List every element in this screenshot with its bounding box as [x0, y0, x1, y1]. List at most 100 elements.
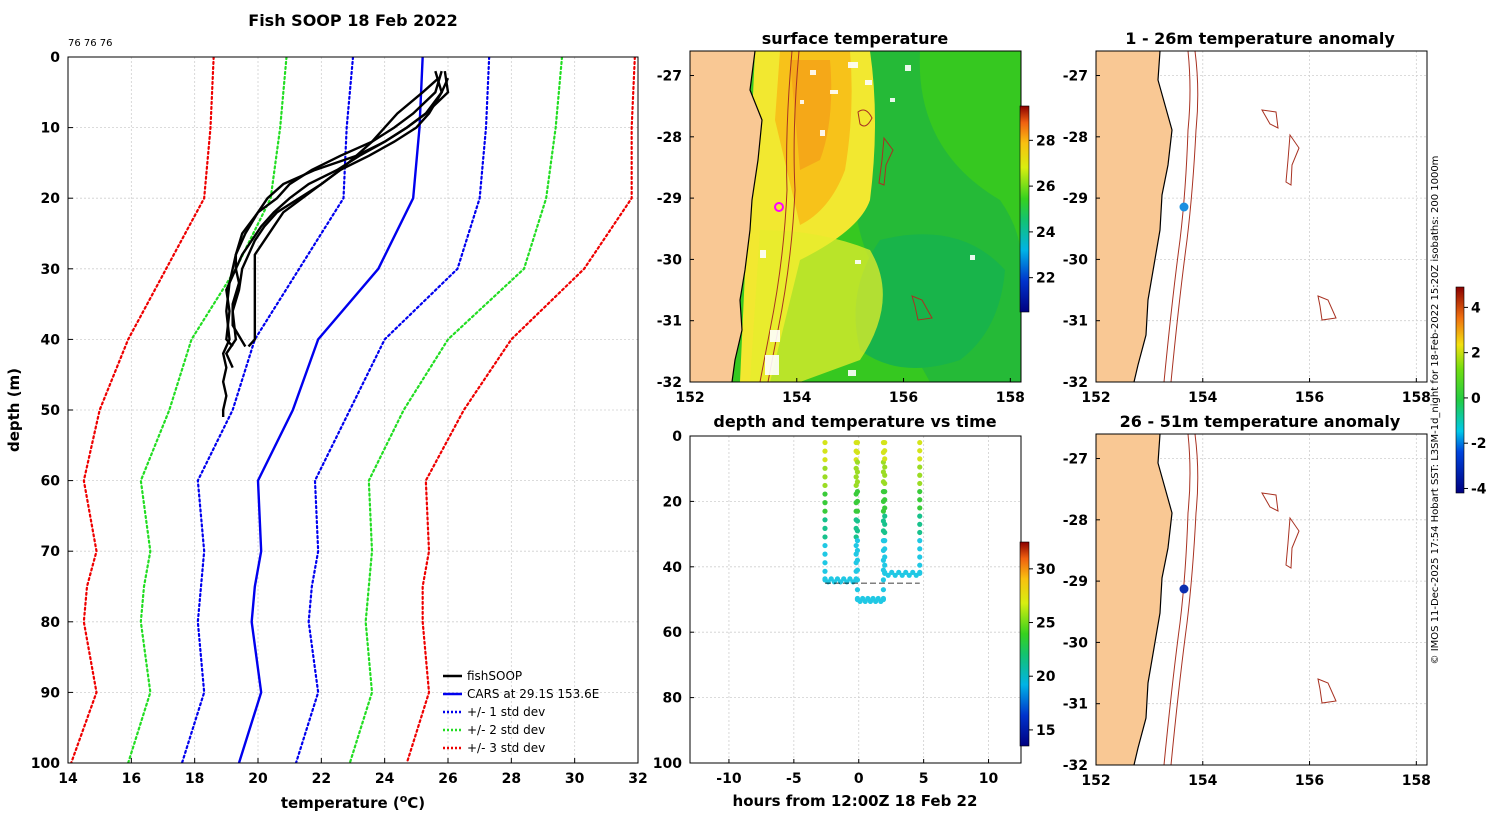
- ts-point: [917, 513, 923, 519]
- std1-high-line: [294, 57, 491, 763]
- map-ytick-label: -28: [1063, 513, 1088, 529]
- ts-point: [917, 488, 923, 495]
- map-ytick-label: -32: [657, 375, 682, 391]
- ts-point: [854, 587, 861, 593]
- ts-point: [892, 572, 898, 578]
- ts-point: [854, 518, 861, 524]
- map-ytick-label: -32: [1063, 375, 1088, 391]
- ts-point: [822, 500, 828, 506]
- map-xtick-label: 152: [675, 390, 704, 406]
- ts-point: [882, 529, 888, 536]
- ts-point: [889, 569, 895, 575]
- profile-xtick-label: 28: [502, 771, 521, 787]
- ts-point: [917, 569, 923, 575]
- map-xtick-label: 152: [1081, 390, 1110, 406]
- ts-point: [917, 464, 923, 470]
- fishsoop-cast-line: [247, 70, 443, 348]
- map-xtick-label: 158: [1402, 390, 1431, 406]
- anomaly2-map-image: [1096, 434, 1337, 765]
- timeseries-points: [822, 439, 923, 605]
- ts-point: [854, 459, 861, 465]
- map-ytick-label: -30: [1063, 252, 1089, 268]
- ts-xtick-label: -5: [786, 771, 802, 787]
- colorbar-tick-label: 4: [1471, 300, 1481, 316]
- legend-cars: CARS at 29.1S 153.6E: [467, 687, 599, 701]
- profile-ytick-label: 70: [41, 544, 61, 560]
- ts-point: [822, 551, 828, 557]
- ts-point: [822, 534, 828, 540]
- ts-point: [822, 508, 828, 514]
- ts-point: [822, 465, 828, 471]
- std3-low-line: [70, 57, 215, 763]
- anomaly1-station-marker: [1179, 202, 1189, 212]
- ts-ytick-label: 20: [663, 494, 683, 510]
- profile-ytick-label: 40: [41, 332, 61, 348]
- ts-point: [913, 572, 919, 578]
- colorbar-tick-label: 20: [1036, 669, 1056, 685]
- ts-point: [822, 568, 828, 574]
- ts-point: [822, 525, 828, 531]
- map-ytick-label: -28: [1063, 130, 1088, 146]
- anomaly2-station-marker: [1179, 584, 1189, 594]
- anomaly1-map-image: [1096, 51, 1337, 382]
- ts-point: [854, 567, 861, 573]
- profile-panel: Fish SOOP 18 Feb 2022 76 76 76 14 16 18 20 2…: [5, 11, 648, 812]
- ts-point: [917, 521, 923, 527]
- cars-line: [237, 57, 424, 763]
- ts-point: [882, 456, 888, 462]
- ts-point: [882, 505, 888, 511]
- map-ytick-label: -27: [657, 69, 682, 85]
- ts-point: [882, 497, 888, 503]
- ts-point: [917, 497, 923, 503]
- ts-point: [917, 562, 923, 568]
- ts-point: [917, 439, 923, 446]
- colorbar-tick-label: 26: [1036, 179, 1055, 195]
- map-ytick-label: -31: [1063, 314, 1088, 330]
- colorbar-tick-label: -2: [1471, 436, 1487, 452]
- timeseries-colorbar: [1019, 541, 1030, 747]
- ts-point: [822, 491, 828, 497]
- profile-title: Fish SOOP 18 Feb 2022: [248, 11, 457, 30]
- ts-point: [882, 521, 888, 527]
- anomaly2-frame: [1095, 433, 1428, 766]
- ts-point: [882, 480, 888, 487]
- profile-xlabel: temperature (oC): [281, 792, 425, 812]
- std1-low-line: [180, 57, 355, 763]
- ts-point: [854, 488, 861, 495]
- map-ytick-label: -30: [1063, 635, 1089, 651]
- anomaly1-title: 1 - 26m temperature anomaly: [1125, 29, 1395, 48]
- profile-legend: fishSOOP CARS at 29.1S 153.6E +/- 1 std …: [443, 669, 599, 755]
- anomaly1-frame: [1095, 50, 1428, 383]
- map-xtick-label: 152: [1081, 773, 1110, 789]
- anomaly-colorbar-ticks: -4 -2 0 2 4: [1464, 300, 1487, 497]
- ts-point: [880, 587, 887, 593]
- map-xtick-label: 156: [1295, 390, 1324, 406]
- profile-xtick-label: 18: [185, 771, 204, 787]
- surface-station-marker: [774, 202, 784, 212]
- ts-point: [822, 542, 828, 549]
- ts-point: [882, 538, 888, 544]
- ts-point: [880, 577, 887, 583]
- ts-point: [910, 569, 916, 575]
- profile-ytick-label: 20: [41, 191, 61, 207]
- ts-point: [854, 498, 861, 504]
- ts-point: [853, 542, 859, 549]
- profile-ytick-label: 80: [41, 615, 61, 631]
- ts-point: [854, 508, 861, 514]
- profile-ytick-label: 30: [41, 262, 61, 278]
- map-xtick-label: 154: [1188, 390, 1217, 406]
- profile-xtick-label: 26: [438, 771, 457, 787]
- ts-point: [822, 448, 828, 454]
- ts-point: [885, 572, 891, 578]
- ts-point: [917, 456, 923, 462]
- map-xtick-label: 154: [782, 390, 811, 406]
- ts-point: [882, 513, 888, 519]
- surface-colorbar-ticks: 22 24 26 28: [1029, 133, 1056, 287]
- colorbar-tick-label: 0: [1471, 391, 1481, 407]
- ts-point: [917, 448, 923, 454]
- surface-map-title: surface temperature: [762, 29, 949, 48]
- ts-point: [903, 569, 909, 575]
- anomaly2-ticks: 152 154 156 158 -27 -28 -29 -30 -31 -32: [1063, 452, 1431, 789]
- ts-point: [853, 474, 859, 480]
- ts-point: [906, 572, 912, 578]
